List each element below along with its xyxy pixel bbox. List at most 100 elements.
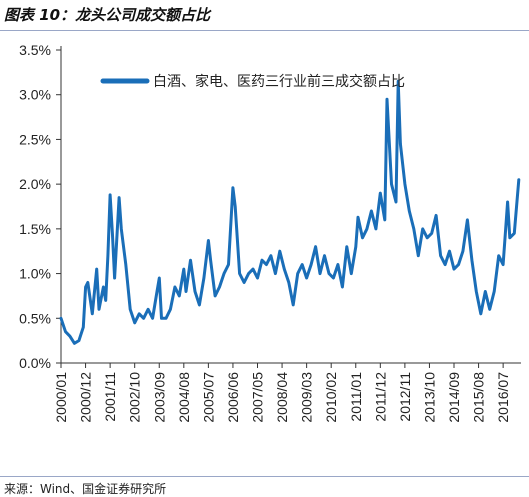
data-point <box>198 304 201 306</box>
title-divider <box>0 30 529 31</box>
data-point <box>404 183 406 185</box>
data-point <box>292 304 295 306</box>
data-point <box>328 272 330 275</box>
x-tick-label: 2011/12 <box>372 372 388 422</box>
data-point <box>118 196 120 199</box>
data-point <box>69 335 71 338</box>
data-point <box>506 201 509 203</box>
data-point <box>91 313 94 315</box>
data-point <box>509 237 511 239</box>
data-point <box>109 194 111 196</box>
x-tick-label: 2012/11 <box>397 372 413 422</box>
y-tick-label: 2.0% <box>19 176 51 192</box>
data-point <box>462 250 464 252</box>
data-point <box>390 183 393 185</box>
x-tick-label: 2009/03 <box>299 372 315 423</box>
data-point <box>214 295 216 297</box>
data-point <box>457 263 460 266</box>
data-point <box>484 290 487 293</box>
data-point <box>64 330 67 333</box>
data-point <box>408 210 411 212</box>
data-point <box>341 286 344 288</box>
data-point <box>223 272 225 275</box>
x-tick-label: 2008/04 <box>274 372 290 423</box>
y-axis: 0.0% 0.5% 1.0% 1.5% 2.0% 2.5% 3.0% 3.5% <box>19 42 62 371</box>
data-point <box>98 308 100 311</box>
data-point <box>138 313 140 315</box>
x-tick-label: 2000/12 <box>78 372 94 423</box>
data-point <box>513 232 516 235</box>
data-point <box>107 254 109 257</box>
data-point <box>319 272 321 275</box>
data-point <box>265 263 268 266</box>
data-point <box>417 254 420 257</box>
data-point <box>453 268 455 270</box>
data-point <box>125 263 127 266</box>
data-point <box>78 339 80 342</box>
data-point <box>355 245 357 248</box>
data-point <box>178 295 181 297</box>
data-point <box>234 205 236 208</box>
data-point <box>218 286 221 288</box>
data-point <box>435 214 437 217</box>
data-point <box>314 245 317 248</box>
data-point <box>386 98 388 100</box>
x-tick-label: 2007/05 <box>250 372 266 423</box>
data-point <box>102 286 105 288</box>
data-point <box>301 263 304 266</box>
y-tick-label: 0.0% <box>19 355 51 371</box>
y-tick-label: 2.5% <box>19 131 51 147</box>
series-area <box>59 79 521 345</box>
data-point <box>357 216 359 218</box>
data-point <box>73 342 76 345</box>
legend-label: 白酒、家电、医药三行业前三成交额占比 <box>153 73 405 90</box>
data-point <box>361 237 364 239</box>
data-point <box>133 322 136 324</box>
data-point <box>366 228 368 230</box>
data-point <box>194 290 196 293</box>
x-tick-label: 2011/01 <box>348 372 364 422</box>
data-point <box>346 245 348 248</box>
data-point <box>147 308 149 311</box>
data-point <box>189 259 192 262</box>
data-point <box>203 277 205 279</box>
data-point <box>399 143 402 145</box>
data-point <box>252 268 254 270</box>
data-point <box>160 317 163 320</box>
data-point <box>332 277 335 279</box>
data-point <box>129 308 131 311</box>
data-point <box>337 263 339 266</box>
data-point <box>493 290 496 293</box>
data-point <box>444 263 446 266</box>
data-point <box>439 254 442 257</box>
data-point <box>142 317 145 320</box>
y-tick-label: 3.0% <box>19 87 51 103</box>
data-point <box>471 259 473 262</box>
data-point <box>87 281 89 284</box>
x-tick-label: 2003/09 <box>151 372 167 423</box>
source-note: 来源：Wind、国金证券研究所 <box>4 482 167 496</box>
data-point <box>502 263 504 266</box>
data-point <box>165 317 167 320</box>
data-point <box>480 313 482 315</box>
data-point <box>158 277 161 279</box>
data-point <box>207 239 210 242</box>
y-tick-label: 1.0% <box>19 266 51 282</box>
y-tick-label: 1.5% <box>19 221 51 237</box>
data-point <box>370 210 373 212</box>
data-point <box>104 299 107 302</box>
data-point <box>120 228 123 230</box>
data-point <box>95 268 98 270</box>
data-point <box>283 268 286 270</box>
data-point <box>323 254 326 257</box>
data-point <box>395 201 397 203</box>
x-tick-label: 2001/11 <box>102 372 118 422</box>
data-point <box>426 237 429 239</box>
data-point <box>497 254 500 257</box>
data-point <box>430 232 433 235</box>
data-point <box>274 272 277 275</box>
data-point <box>261 259 263 262</box>
data-point <box>466 219 469 221</box>
data-point <box>310 263 312 266</box>
